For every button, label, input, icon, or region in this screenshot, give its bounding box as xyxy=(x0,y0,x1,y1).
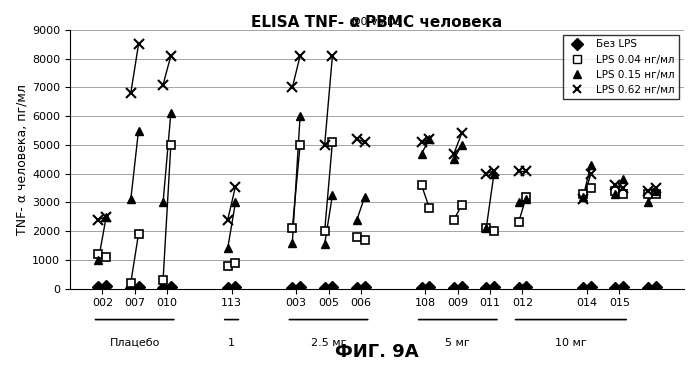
X-axis label: ФИГ. 9A: ФИГ. 9A xyxy=(336,343,419,361)
Text: 10 мг: 10 мг xyxy=(555,338,586,348)
Text: 5 мг: 5 мг xyxy=(445,338,470,348)
Text: 2.5 мг: 2.5 мг xyxy=(311,338,346,348)
Legend: Без LPS, LPS 0.04 нг/мл, LPS 0.15 нг/мл, LPS 0.62 нг/мл: Без LPS, LPS 0.04 нг/мл, LPS 0.15 нг/мл,… xyxy=(563,35,679,99)
Text: Плацебо: Плацебо xyxy=(110,338,160,348)
Y-axis label: TNF- α человека, пг/мл: TNF- α человека, пг/мл xyxy=(15,84,28,235)
Title: ELISA TNF- α PBMC человека: ELISA TNF- α PBMC человека xyxy=(252,15,503,30)
Text: D0 vs D1: D0 vs D1 xyxy=(352,17,402,27)
Text: 1: 1 xyxy=(228,338,235,348)
